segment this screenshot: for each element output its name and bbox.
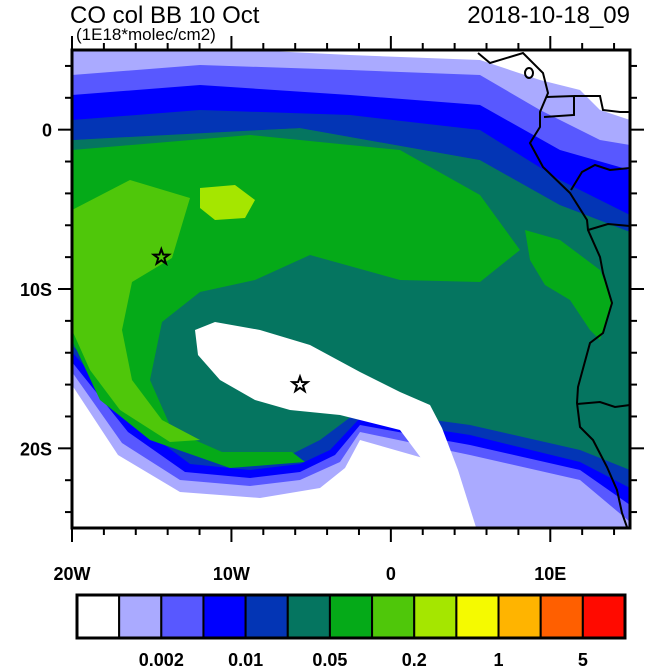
concentration-fill [72,50,630,528]
lon-label: 0 [386,564,396,584]
country-border [587,222,630,231]
north-level-0 [250,50,630,120]
colorbar-swatch [244,594,289,639]
colorbar-swatch [118,594,163,639]
star-icon [289,373,311,394]
colorbar-label: 0.05 [312,650,347,667]
colorbar-swatch [581,594,626,639]
colorbar-swatch [497,594,542,639]
clean-air-hole [195,322,477,528]
country-border [574,95,630,113]
island [524,67,534,79]
colorbar-swatch [371,594,416,639]
colorbar-swatch [286,594,331,639]
plot-title: CO col BB 10 Oct [70,2,260,29]
colorbar-swatch [76,594,121,639]
colorbar-label: 1 [494,650,504,667]
lat-label: 20S [20,439,52,459]
colorbar-frame [75,593,627,640]
colorbar: 0.002 0.01 0.05 0.2 1 5 [75,593,627,667]
lat-label: 10S [20,280,52,300]
units-label: (1E18*molec/cm2) [76,25,216,44]
country-border [570,163,630,191]
colorbar-label: 5 [578,650,588,667]
country-border [576,400,630,409]
fill-level-7 [72,180,200,442]
colorbar-label: 0.2 [402,650,427,667]
colorbar-label: 0.01 [228,650,263,667]
lon-label: 20W [53,564,90,584]
fill-level-8 [200,185,255,220]
lon-label: 10W [213,564,250,584]
colorbar-label: 0.002 [139,650,184,667]
datetime-label: 2018-10-18_09 [467,2,630,29]
country-border [543,94,575,118]
axis-ticks [58,36,644,542]
colorbar-swatch [413,594,458,639]
fill-level-6b [525,230,612,340]
colorbar-swatch [328,594,374,639]
north-level-1 [72,50,630,145]
colorbar-swatch [539,594,584,639]
colorbar-swatch [160,594,205,639]
coastline [477,51,629,528]
colorbar-swatch [202,594,247,639]
fill-level-6 [72,135,520,468]
star-icon [150,246,172,267]
lon-label: 10E [534,564,566,584]
colorbar-swatch [455,594,500,639]
lat-label: 0 [42,121,52,141]
